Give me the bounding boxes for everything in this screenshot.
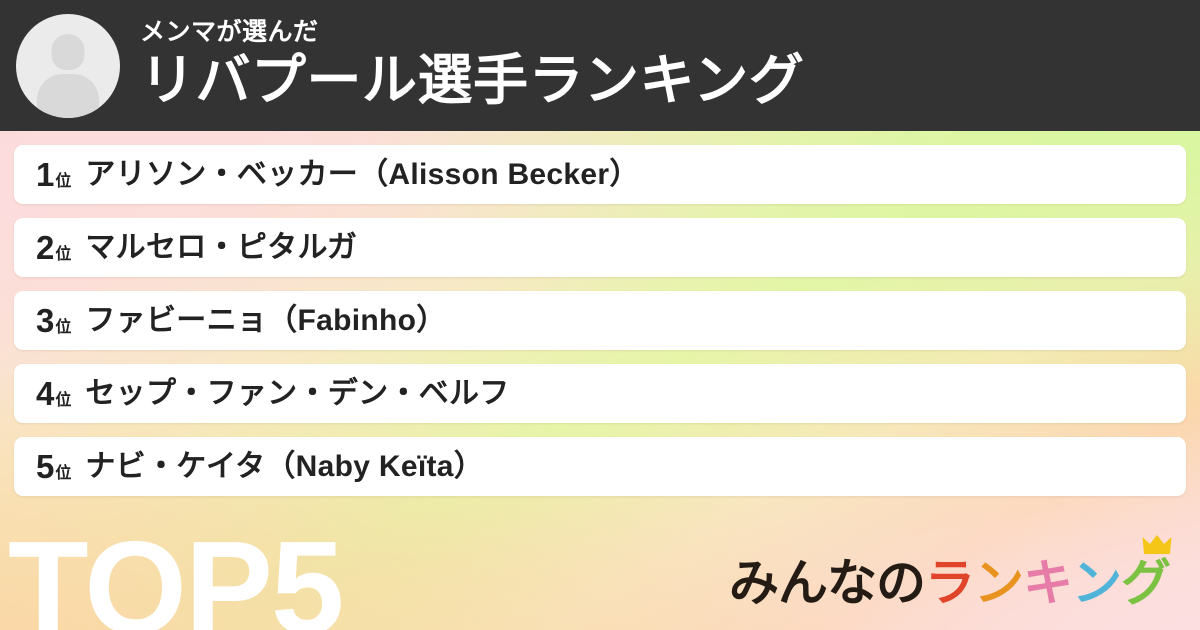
rank-unit: 位 — [55, 246, 72, 263]
brand-char: グ — [1121, 555, 1171, 611]
brand-char-with-crown: グ — [1121, 535, 1172, 611]
rank-badge: 5 位 — [36, 450, 71, 483]
top-count-watermark: TOP5 — [8, 514, 344, 630]
rank-badge: 4 位 — [36, 377, 71, 410]
brand-logo: み ん な の ラ ン キ ン グ — [729, 535, 1172, 611]
brand-char: ン — [974, 555, 1024, 611]
brand-char: ン — [1072, 555, 1122, 611]
rank-number: 2 — [36, 229, 55, 266]
rank-item-name: ナビ・ケイタ（Naby Keïta） — [85, 449, 485, 483]
brand-char: の — [876, 555, 926, 611]
header-bar: メンマが選んだ リバプール選手ランキング — [0, 0, 1200, 131]
header-text-block: メンマが選んだ リバプール選手ランキング — [140, 19, 804, 112]
avatar-body-icon — [37, 73, 99, 118]
rank-unit: 位 — [55, 392, 72, 409]
ranking-list: 1 位 アリソン・ベッカー（Alisson Becker） 2 位 マルセロ・ピ… — [0, 131, 1200, 510]
header-subtitle: メンマが選んだ — [140, 19, 319, 47]
rank-item-name: セップ・ファン・デン・ベルフ — [85, 376, 510, 410]
table-row[interactable]: 2 位 マルセロ・ピタルガ — [14, 218, 1186, 277]
avatar-head-icon — [51, 33, 85, 70]
avatar — [16, 13, 120, 118]
page-title: リバプール選手ランキング — [140, 48, 805, 111]
rank-badge: 3 位 — [36, 304, 71, 337]
rank-unit: 位 — [55, 173, 72, 190]
table-row[interactable]: 1 位 アリソン・ベッカー（Alisson Becker） — [14, 145, 1186, 204]
rank-badge: 2 位 — [36, 231, 71, 264]
rank-item-name: ファビーニョ（Fabinho） — [85, 303, 447, 337]
crown-icon — [1142, 535, 1172, 554]
rank-number: 4 — [36, 375, 55, 412]
rank-number: 1 — [36, 156, 55, 193]
rank-number: 3 — [36, 302, 55, 339]
rank-badge: 1 位 — [36, 158, 71, 191]
brand-char: ラ — [925, 555, 975, 611]
brand-char: な — [827, 555, 877, 611]
brand-char: ん — [778, 555, 828, 611]
rank-unit: 位 — [55, 465, 72, 482]
table-row[interactable]: 4 位 セップ・ファン・デン・ベルフ — [14, 364, 1186, 423]
brand-char: キ — [1023, 555, 1073, 611]
table-row[interactable]: 3 位 ファビーニョ（Fabinho） — [14, 291, 1186, 350]
rank-item-name: マルセロ・ピタルガ — [85, 230, 358, 264]
brand-char: み — [729, 555, 779, 611]
rank-number: 5 — [36, 448, 55, 485]
rank-unit: 位 — [55, 319, 72, 336]
content-area: 1 位 アリソン・ベッカー（Alisson Becker） 2 位 マルセロ・ピ… — [0, 131, 1200, 630]
rank-item-name: アリソン・ベッカー（Alisson Becker） — [85, 157, 640, 191]
table-row[interactable]: 5 位 ナビ・ケイタ（Naby Keïta） — [14, 437, 1186, 496]
